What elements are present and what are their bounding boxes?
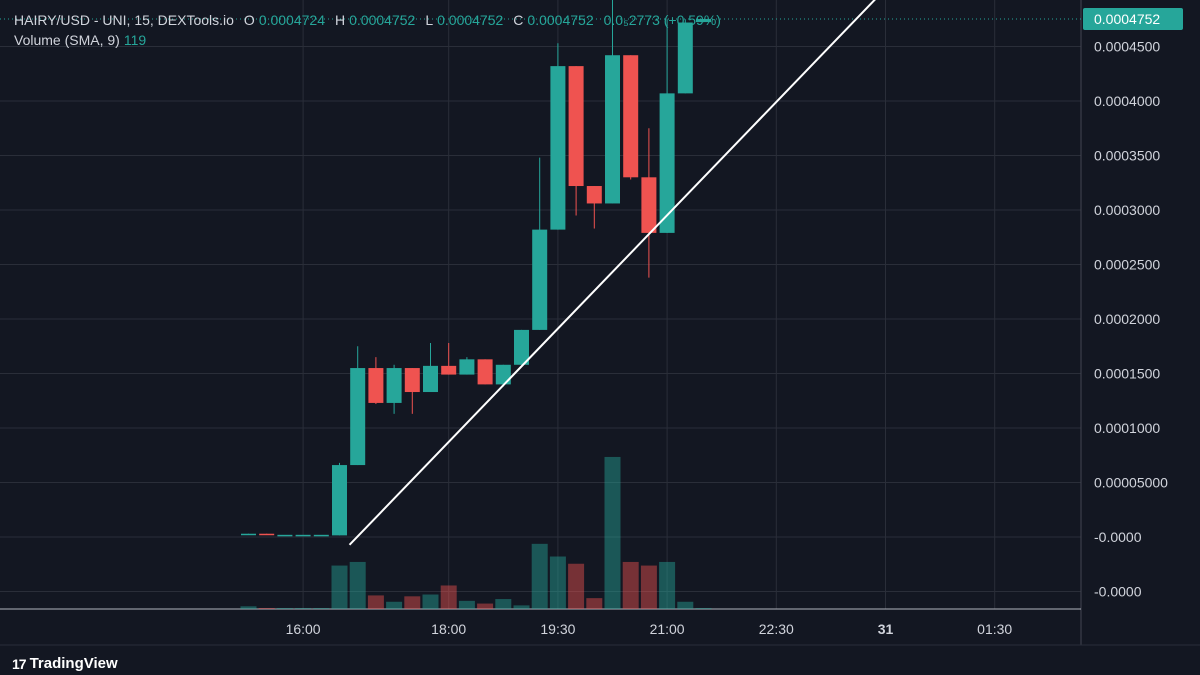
price-tick-label: -0.0000 bbox=[1094, 584, 1142, 600]
candle-body bbox=[550, 66, 566, 230]
volume-bar bbox=[404, 596, 421, 609]
price-tick-label: -0.0000 bbox=[1094, 529, 1142, 545]
price-tick-label: 0.0004500 bbox=[1094, 39, 1160, 55]
time-tick-label: 16:00 bbox=[286, 621, 321, 637]
trend-line bbox=[348, 0, 876, 546]
candle-body bbox=[532, 229, 548, 330]
candle-body bbox=[332, 465, 347, 536]
low-value: 0.0004752 bbox=[437, 12, 504, 28]
candle-body bbox=[514, 329, 529, 365]
volume-bar bbox=[659, 561, 676, 609]
candle-body bbox=[386, 368, 402, 403]
candle-body bbox=[404, 368, 420, 393]
price-tick-label: 0.0001500 bbox=[1094, 366, 1160, 382]
volume-bar bbox=[386, 601, 403, 609]
tradingview-name: TradingView bbox=[29, 655, 118, 672]
candle-body bbox=[495, 364, 511, 385]
volume-bar bbox=[677, 601, 694, 609]
chart-legend: HAIRY/USD - UNI, 15, DEXTools.io O 0.0004… bbox=[14, 10, 727, 50]
candle-body bbox=[659, 93, 675, 233]
price-tick-label: 0.0002500 bbox=[1094, 257, 1160, 273]
ohlc-legend-row: HAIRY/USD - UNI, 15, DEXTools.io O 0.0004… bbox=[14, 10, 727, 30]
candle-body bbox=[441, 365, 457, 375]
price-tick-label: 0.0001000 bbox=[1094, 420, 1160, 436]
volume-bar bbox=[477, 603, 494, 609]
volume-bar bbox=[531, 543, 548, 609]
volume-bar bbox=[695, 608, 712, 609]
time-tick-label: 01:30 bbox=[977, 621, 1012, 637]
volume-legend-row: Volume (SMA, 9) 119 bbox=[14, 30, 727, 50]
volume-bar bbox=[549, 556, 566, 609]
high-value: 0.0004752 bbox=[349, 12, 416, 28]
open-value: 0.0004724 bbox=[258, 12, 325, 28]
volume-bar bbox=[568, 563, 585, 609]
volume-bar bbox=[313, 608, 330, 609]
volume-bar bbox=[349, 561, 366, 609]
volume-bar bbox=[240, 606, 257, 609]
candle-body bbox=[677, 22, 693, 94]
candle-body bbox=[241, 533, 256, 536]
volume-bar bbox=[258, 608, 275, 609]
candle-body bbox=[586, 186, 602, 204]
volume-bar bbox=[367, 595, 384, 609]
tradingview-logo-icon: 17 bbox=[12, 655, 27, 672]
volume-bar bbox=[440, 585, 457, 609]
tradingview-brand[interactable]: 17 TradingView bbox=[12, 655, 118, 672]
price-tick-label: 0.0003500 bbox=[1094, 148, 1160, 164]
low-label: L bbox=[425, 12, 434, 28]
candle-body bbox=[277, 534, 293, 537]
time-tick-label: 31 bbox=[878, 621, 894, 637]
volume-bar bbox=[640, 565, 657, 609]
high-label: H bbox=[335, 12, 346, 28]
volume-bar bbox=[295, 608, 312, 609]
candle-body bbox=[350, 368, 366, 466]
candle-body bbox=[623, 55, 639, 178]
volume-bar bbox=[458, 600, 475, 609]
candle-body bbox=[368, 368, 384, 403]
time-tick-label: 22:30 bbox=[759, 621, 794, 637]
price-tick-label: 0.00005000 bbox=[1094, 475, 1168, 491]
close-value: 0.0004752 bbox=[527, 12, 594, 28]
price-tick-label: 0.0002000 bbox=[1094, 311, 1160, 327]
time-tick-label: 18:00 bbox=[431, 621, 466, 637]
candle-body bbox=[696, 19, 711, 23]
change-value: 0.0₅2773 (+0.59%) bbox=[603, 12, 721, 28]
candle-body bbox=[459, 359, 475, 375]
volume-value: 119 bbox=[123, 32, 147, 48]
candle-body bbox=[313, 534, 329, 537]
volume-bar bbox=[513, 605, 530, 609]
volume-bar bbox=[422, 594, 439, 609]
candle-body bbox=[259, 533, 275, 536]
candle-body bbox=[641, 177, 657, 233]
volume-bar bbox=[331, 565, 348, 609]
candle-body bbox=[295, 534, 311, 537]
candle-body bbox=[477, 359, 493, 385]
price-tick-label: 0.0003000 bbox=[1094, 202, 1160, 218]
close-label: C bbox=[513, 12, 524, 28]
candle-body bbox=[568, 66, 584, 187]
volume-bar bbox=[622, 561, 639, 609]
volume-label[interactable]: Volume (SMA, 9) bbox=[14, 32, 120, 48]
open-label: O bbox=[243, 12, 255, 28]
time-tick-label: 21:00 bbox=[650, 621, 685, 637]
volume-bar bbox=[586, 598, 603, 609]
current-price-tag-label: 0.0004752 bbox=[1094, 11, 1160, 27]
volume-bar bbox=[276, 608, 293, 609]
candle-body bbox=[423, 365, 438, 393]
price-tick-label: 0.0004000 bbox=[1094, 93, 1160, 109]
candle-body bbox=[605, 55, 620, 204]
volume-bar bbox=[604, 456, 621, 609]
time-tick-label: 19:30 bbox=[540, 621, 575, 637]
current-price-tag bbox=[1083, 8, 1183, 31]
symbol-label[interactable]: HAIRY/USD - UNI, 15, DEXTools.io bbox=[14, 12, 234, 28]
volume-bar bbox=[495, 599, 512, 609]
